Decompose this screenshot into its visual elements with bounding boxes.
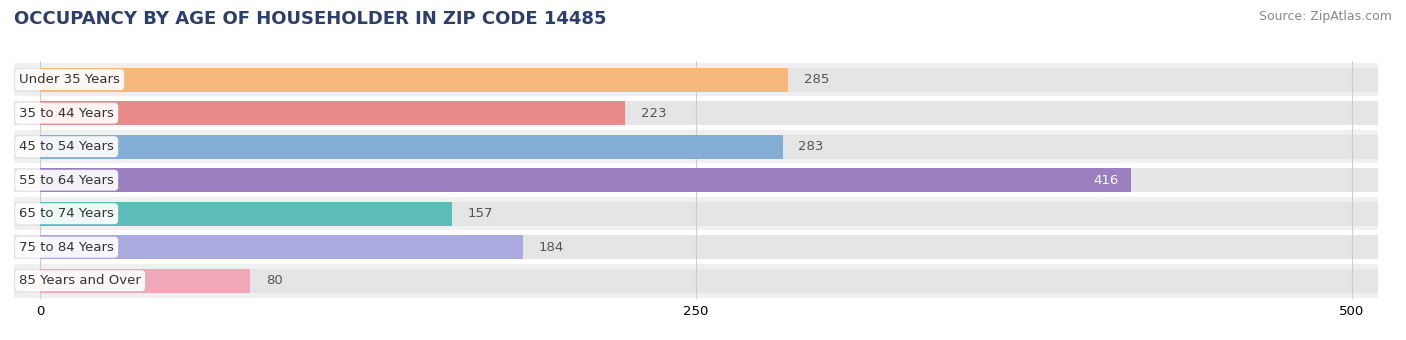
Bar (14, 202, 1378, 226)
Bar (14, 68, 1378, 92)
Text: 80: 80 (266, 274, 283, 287)
Text: 55 to 64 Years: 55 to 64 Years (20, 174, 114, 187)
Text: OCCUPANCY BY AGE OF HOUSEHOLDER IN ZIP CODE 14485: OCCUPANCY BY AGE OF HOUSEHOLDER IN ZIP C… (14, 10, 606, 28)
Bar (14, 168, 1378, 192)
Text: 35 to 44 Years: 35 to 44 Years (20, 107, 114, 120)
Bar (41, 202, 453, 226)
Text: 157: 157 (468, 207, 494, 220)
Bar (14, 63, 1378, 97)
Text: Source: ZipAtlas.com: Source: ZipAtlas.com (1258, 10, 1392, 23)
Bar (14, 135, 1378, 159)
Bar (14, 231, 1378, 264)
Bar (41, 101, 626, 125)
Text: 45 to 54 Years: 45 to 54 Years (20, 140, 114, 153)
Text: 85 Years and Over: 85 Years and Over (20, 274, 141, 287)
Text: 285: 285 (803, 73, 830, 86)
Text: Under 35 Years: Under 35 Years (20, 73, 120, 86)
Bar (14, 235, 1378, 259)
Bar (41, 168, 1132, 192)
Bar (14, 164, 1378, 197)
Text: 65 to 74 Years: 65 to 74 Years (20, 207, 114, 220)
Text: 75 to 84 Years: 75 to 84 Years (20, 241, 114, 254)
Text: 184: 184 (538, 241, 564, 254)
Bar (14, 130, 1378, 164)
Bar (14, 264, 1378, 298)
Text: 223: 223 (641, 107, 666, 120)
Bar (41, 235, 523, 259)
Text: 416: 416 (1092, 174, 1118, 187)
Bar (14, 197, 1378, 231)
Bar (41, 269, 250, 293)
Text: 283: 283 (799, 140, 824, 153)
Bar (41, 68, 787, 92)
Bar (14, 97, 1378, 130)
Bar (41, 135, 783, 159)
Bar (14, 269, 1378, 293)
Bar (14, 101, 1378, 125)
